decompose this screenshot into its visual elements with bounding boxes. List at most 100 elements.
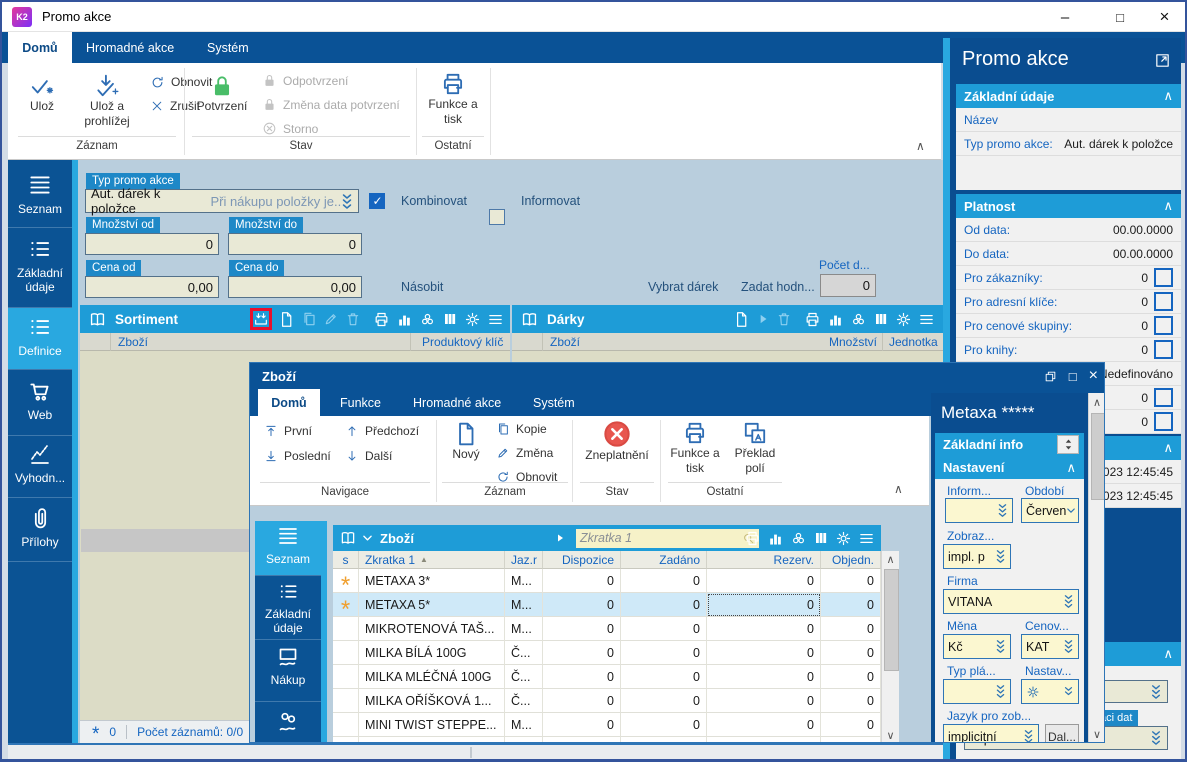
print-icon[interactable] bbox=[373, 311, 390, 328]
collapse-icon[interactable]: ∧ bbox=[1163, 440, 1173, 455]
typ-promo-akce-row[interactable]: Typ promo akce: Aut. dárek k položce bbox=[956, 132, 1181, 156]
copy-button[interactable]: Kopie bbox=[496, 422, 547, 436]
darky-col-zbozi[interactable]: Zboží bbox=[550, 335, 581, 349]
collapse-icon[interactable]: ∧ bbox=[1163, 198, 1173, 213]
gear-icon[interactable] bbox=[464, 311, 481, 328]
modal-maximize-button[interactable]: □ bbox=[1068, 368, 1077, 384]
search-input[interactable]: Zkratka 1 bbox=[575, 528, 759, 548]
cena-od-field[interactable]: 0,00 bbox=[85, 276, 219, 298]
sidebar-item-zakladni-udaje[interactable]: Základní údaje bbox=[8, 228, 72, 308]
confirm-button[interactable]: Potvrzení bbox=[192, 71, 252, 131]
nastaveni-header[interactable]: Nastavení ∧ bbox=[935, 456, 1084, 479]
typ-promo-akce-field[interactable]: Aut. dárek k položce Při nákupu položky … bbox=[85, 186, 359, 216]
row-checkbox[interactable] bbox=[1154, 316, 1173, 335]
inform-dropdown[interactable] bbox=[945, 498, 1013, 523]
related-icon[interactable] bbox=[790, 530, 807, 547]
sidebar-item-definice[interactable]: Definice bbox=[8, 308, 72, 370]
scroll-up-icon[interactable]: ∧ bbox=[886, 554, 895, 566]
dropdown-icon[interactable] bbox=[997, 503, 1008, 518]
menu-icon[interactable] bbox=[858, 530, 875, 547]
row-checkbox[interactable] bbox=[1154, 292, 1173, 311]
mnozstvi-do-field[interactable]: 0 bbox=[228, 233, 362, 255]
spinner-control[interactable] bbox=[1057, 435, 1079, 454]
minimize-button[interactable]: – bbox=[1060, 8, 1070, 26]
new-record-icon[interactable] bbox=[278, 311, 295, 328]
change-button[interactable]: Změna bbox=[496, 446, 553, 460]
chart-icon[interactable] bbox=[396, 311, 413, 328]
dropdown-icon[interactable] bbox=[995, 549, 1006, 564]
new-record-icon[interactable] bbox=[733, 311, 750, 328]
collapse-icon[interactable]: ∧ bbox=[1163, 88, 1173, 103]
col-rezerv[interactable]: Rezerv. bbox=[707, 551, 821, 569]
restore-icon[interactable] bbox=[1044, 370, 1057, 383]
play-icon[interactable] bbox=[554, 532, 566, 544]
menu-icon[interactable] bbox=[487, 311, 504, 328]
cenov-dropdown[interactable]: KAT bbox=[1021, 634, 1079, 659]
pro-adresni-klice-row[interactable]: Pro adresní klíče: 0 bbox=[956, 290, 1181, 314]
modal-sidebar-prodej[interactable] bbox=[255, 704, 321, 743]
modal-sidebar-seznam[interactable]: Seznam bbox=[255, 521, 321, 576]
collapse-icon[interactable]: ∧ bbox=[1066, 459, 1076, 475]
modal-functions-print-button[interactable]: Funkce a tisk bbox=[668, 420, 722, 476]
modal-refresh-button[interactable]: Obnovit bbox=[496, 470, 557, 484]
modal-scrollbar[interactable]: ∧ ∨ bbox=[1088, 393, 1104, 742]
print-icon[interactable] bbox=[744, 530, 761, 547]
tab-hromadne-akce[interactable]: Hromadné akce bbox=[86, 40, 175, 55]
modal-tab-domu[interactable]: Domů bbox=[258, 389, 320, 416]
dropdown-icon[interactable] bbox=[1063, 639, 1074, 654]
modal-tab-funkce[interactable]: Funkce bbox=[340, 395, 381, 410]
cena-do-field[interactable]: 0,00 bbox=[228, 276, 362, 298]
save-button[interactable]: Ulož bbox=[18, 71, 66, 131]
gear-icon[interactable] bbox=[835, 530, 852, 547]
kombinovat-checkbox[interactable] bbox=[369, 193, 385, 209]
new-button[interactable]: Nový bbox=[444, 421, 488, 462]
functions-print-button[interactable]: Funkce a tisk bbox=[422, 71, 484, 143]
columns-icon[interactable] bbox=[873, 311, 889, 327]
row-checkbox[interactable] bbox=[1154, 412, 1173, 431]
col-dispozice[interactable]: Dispozice bbox=[543, 551, 621, 569]
collapse-icon[interactable]: ∧ bbox=[1163, 646, 1173, 661]
modal-tab-hromadne-akce[interactable]: Hromadné akce bbox=[413, 395, 502, 410]
modal-close-button[interactable]: × bbox=[1088, 367, 1098, 384]
scrollbar-thumb[interactable] bbox=[1091, 413, 1104, 500]
pro-zakazniky-row[interactable]: Pro zákazníky: 0 bbox=[956, 266, 1181, 290]
scroll-down-icon[interactable]: ∨ bbox=[1092, 729, 1102, 741]
jazyk-dropdown[interactable]: implicitní bbox=[943, 724, 1039, 742]
col-s[interactable]: s bbox=[333, 551, 359, 569]
sortiment-col-zbozi[interactable]: Zboží bbox=[118, 335, 149, 349]
dal-button[interactable]: Dal... bbox=[1045, 724, 1079, 742]
sortiment-col-produktovy-klic[interactable]: Produktový klíč bbox=[422, 335, 504, 349]
zakladni-info-header[interactable]: Základní info∧ bbox=[935, 433, 1084, 456]
expand-icon[interactable] bbox=[1154, 52, 1171, 69]
refresh-button[interactable]: Obnovit bbox=[150, 73, 212, 91]
modal-sidebar-nakup[interactable]: Nákup bbox=[255, 642, 321, 702]
menu-icon[interactable] bbox=[918, 311, 935, 328]
import-items-button[interactable] bbox=[250, 308, 272, 330]
save-and-view-button[interactable]: Ulož a prohlížej bbox=[72, 71, 142, 143]
darky-col-mnozstvi[interactable]: Množství bbox=[828, 335, 877, 349]
col-zadano[interactable]: Zadáno bbox=[621, 551, 707, 569]
table-scrollbar[interactable]: ∧ ∨ bbox=[881, 551, 899, 742]
chart-icon[interactable] bbox=[767, 530, 784, 547]
ribbon-collapse-icon[interactable]: ∧ bbox=[916, 139, 925, 153]
last-button[interactable]: Poslední bbox=[264, 449, 331, 463]
dropdown-icon[interactable] bbox=[341, 193, 353, 210]
col-zkratka[interactable]: Zkratka 1 ▲ bbox=[359, 551, 505, 569]
cancel-button[interactable]: Zrušit bbox=[150, 97, 200, 115]
platnost-header[interactable]: Platnost ∧ bbox=[956, 194, 1181, 218]
columns-icon[interactable] bbox=[442, 311, 458, 327]
nazev-row[interactable]: Název bbox=[956, 108, 1181, 132]
row-checkbox[interactable] bbox=[1154, 340, 1173, 359]
sidebar-item-prilohy[interactable]: Přílohy bbox=[8, 498, 72, 562]
tab-system[interactable]: Systém bbox=[207, 40, 249, 55]
pro-cenove-skupiny-row[interactable]: Pro cenové skupiny: 0 bbox=[956, 314, 1181, 338]
dropdown-icon[interactable] bbox=[1150, 684, 1162, 700]
tab-domu[interactable]: Domů bbox=[8, 32, 72, 63]
obdobi-dropdown[interactable]: Červen bbox=[1021, 498, 1079, 523]
